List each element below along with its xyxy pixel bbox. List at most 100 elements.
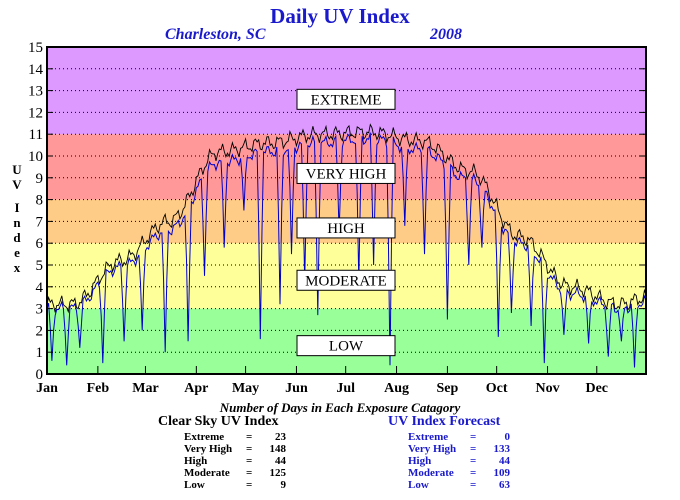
table-row: Moderate = 125 — [184, 467, 286, 479]
band-label: VERY HIGH — [306, 166, 387, 182]
x-tick-label: Sep — [437, 381, 459, 396]
category-name: Very High — [184, 443, 233, 455]
y-axis-label-letter: e — [14, 245, 20, 260]
y-tick-label: 8 — [36, 193, 44, 209]
x-tick-label: Nov — [535, 381, 559, 396]
category-name: Moderate — [184, 467, 230, 479]
day-count: 44 — [499, 455, 510, 467]
table-row: Moderate = 109 — [408, 467, 510, 479]
equals-sign: = — [246, 455, 253, 467]
category-name: Moderate — [408, 467, 454, 479]
y-tick-label: 13 — [28, 84, 43, 100]
x-tick-label: Feb — [87, 381, 110, 396]
table-row: Low = 63 — [408, 479, 510, 491]
y-axis-label-letter: U — [12, 162, 22, 177]
table-row: Very High = 148 — [184, 443, 286, 455]
chart-year: 2008 — [430, 26, 462, 43]
band-label-box — [296, 217, 396, 239]
y-tick-label: 12 — [28, 105, 43, 121]
y-tick-label: 15 — [28, 40, 43, 56]
clear-sky-table: Extreme = 23 Very High = 148 High = 44 Moderat… — [184, 431, 286, 491]
equals-sign: = — [470, 479, 477, 491]
band-label: LOW — [329, 339, 364, 355]
category-name: Extreme — [184, 431, 225, 443]
x-tick-label: May — [232, 381, 259, 396]
day-count: 9 — [280, 479, 287, 491]
equals-sign: = — [470, 455, 477, 467]
x-tick-label: Jul — [336, 381, 355, 396]
band-label: MODERATE — [305, 273, 387, 289]
category-name: Very High — [408, 443, 457, 455]
forecast-heading: UV Index Forecast — [388, 414, 501, 429]
forecast-summary: UV Index Forecast Extreme = 0 Very High = 13… — [388, 414, 510, 491]
table-row: Very High = 133 — [408, 443, 510, 455]
band-label-box — [296, 269, 396, 291]
y-axis-label-letter: V — [12, 177, 22, 192]
y-axis-label-letter: x — [13, 260, 21, 275]
table-row: High = 44 — [184, 455, 286, 467]
category-name: Low — [408, 479, 429, 491]
clear-sky-heading: Clear Sky UV Index — [158, 414, 279, 429]
y-tick-label: 2 — [36, 323, 44, 339]
equals-sign: = — [246, 467, 253, 479]
chart-title: Daily UV Index — [270, 4, 410, 28]
y-tick-label: 4 — [36, 280, 44, 296]
category-name: High — [408, 455, 432, 467]
table-row: Extreme = 0 — [408, 431, 510, 443]
y-tick-label: 5 — [36, 258, 44, 274]
y-tick-label: 3 — [36, 302, 44, 318]
equals-sign: = — [470, 431, 477, 443]
summary-caption: Number of Days in Each Exposure Catagory — [219, 400, 461, 415]
y-tick-label: 10 — [28, 149, 43, 165]
x-tick-label: Jun — [285, 381, 308, 396]
equals-sign: = — [246, 431, 253, 443]
day-count: 0 — [504, 431, 511, 443]
x-tick-label: Aug — [384, 381, 409, 396]
day-count: 63 — [499, 479, 510, 491]
equals-sign: = — [246, 443, 253, 455]
band-label: EXTREME — [311, 92, 382, 108]
day-count: 133 — [493, 443, 511, 455]
plot-frame — [46, 46, 647, 375]
clear-sky-summary: Clear Sky UV Index Extreme = 23 Very High =… — [158, 414, 286, 491]
table-row: Low = 9 — [184, 479, 286, 491]
day-count: 148 — [269, 443, 287, 455]
x-tick-label: Mar — [132, 381, 158, 396]
y-axis-label-letter: d — [13, 230, 21, 245]
table-row: Extreme = 23 — [184, 431, 286, 443]
y-axis-label: U V I n d e x — [10, 162, 24, 275]
band-label-box — [296, 335, 396, 357]
y-axis-label-letter: I — [14, 200, 20, 215]
y-tick-label: 7 — [36, 214, 44, 230]
y-tick-label: 0 — [36, 367, 44, 383]
category-name: High — [184, 455, 208, 467]
forecast-table: Extreme = 0 Very High = 133 High = 44 Moderate… — [408, 431, 510, 491]
day-count: 23 — [275, 431, 286, 443]
x-tick-label: Apr — [184, 381, 208, 396]
clear-sky-uv-line — [46, 123, 647, 314]
x-tick-label: Oct — [486, 381, 508, 396]
day-count: 44 — [275, 455, 286, 467]
band-label: HIGH — [327, 221, 365, 237]
y-tick-label: 11 — [29, 127, 43, 143]
equals-sign: = — [246, 479, 253, 491]
category-name: Extreme — [408, 431, 449, 443]
equals-sign: = — [470, 467, 477, 479]
x-tick-label: Jan — [36, 381, 58, 396]
chart-location: Charleston, SC — [165, 26, 266, 43]
day-count: 125 — [269, 467, 287, 479]
x-tick-label: Dec — [585, 381, 608, 396]
band-label-box — [296, 162, 396, 184]
y-tick-label: 9 — [36, 171, 44, 187]
table-row: High = 44 — [408, 455, 510, 467]
category-name: Low — [184, 479, 205, 491]
y-tick-label: 6 — [36, 236, 44, 252]
equals-sign: = — [470, 443, 477, 455]
band-label-box — [296, 88, 396, 110]
y-tick-label: 14 — [28, 62, 44, 78]
uv-forecast-line — [46, 132, 647, 368]
y-axis-label-letter: n — [13, 215, 21, 230]
day-count: 109 — [493, 467, 511, 479]
y-tick-label: 1 — [36, 345, 44, 361]
